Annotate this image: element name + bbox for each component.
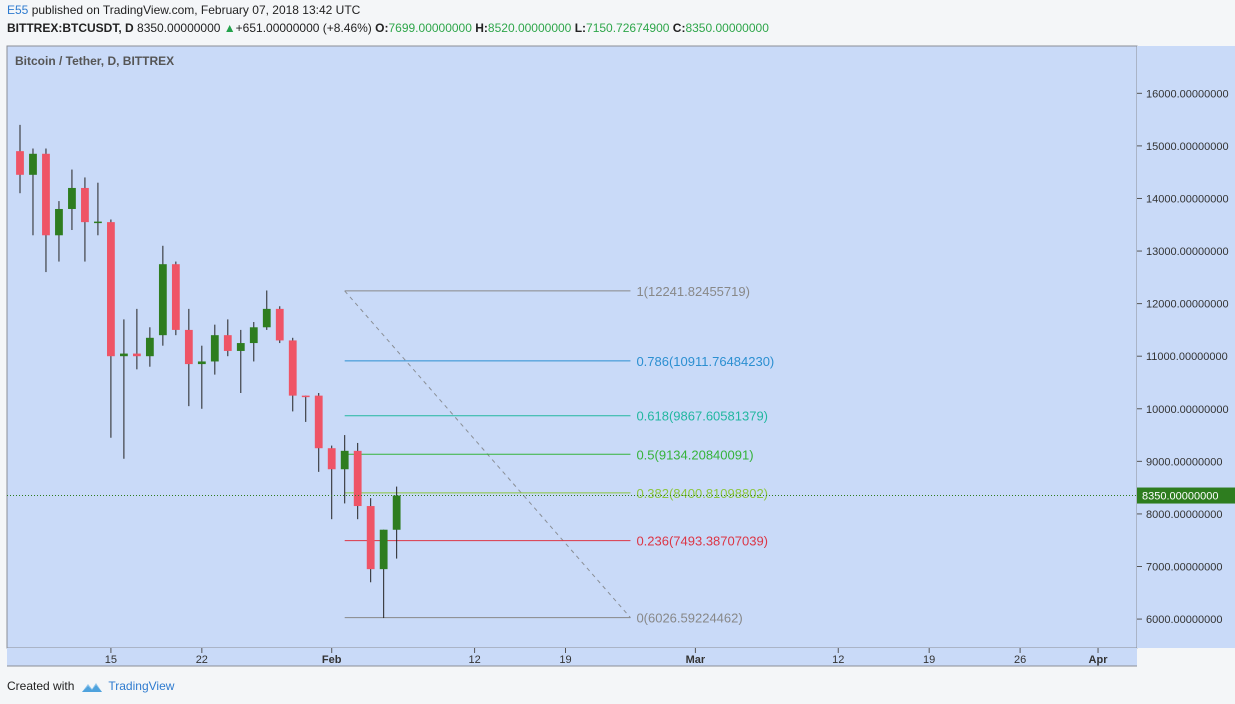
candle-body — [184, 329, 193, 365]
fib-level-label: 1(12241.82455719) — [636, 284, 750, 299]
candle-body — [197, 361, 206, 365]
y-tick-label: 15000.00000000 — [1146, 141, 1229, 153]
candle-body — [223, 335, 232, 351]
candle-body — [353, 450, 362, 507]
last-price-badge — [1137, 487, 1235, 504]
candle-body — [55, 208, 63, 236]
x-tick-label: Apr — [1089, 654, 1109, 666]
publish-info: E55 published on TradingView.com, Februa… — [7, 3, 360, 17]
y-tick-label: 10000.00000000 — [1146, 404, 1229, 416]
candle-body — [145, 337, 154, 357]
chart-title: Bitcoin / Tether, D, BITTREX — [15, 54, 174, 68]
tradingview-logo-icon — [82, 682, 103, 692]
candle-body — [120, 353, 128, 357]
close-label: C: — [672, 21, 686, 35]
x-tick-label: Mar — [686, 654, 706, 666]
y-tick-label: 8000.00000000 — [1146, 509, 1222, 521]
fib-level-label: 0.5(9134.20840091) — [636, 447, 753, 462]
last-price-label: 8350.00000000 — [1142, 491, 1218, 503]
up-arrow-icon: ▲ — [223, 21, 236, 35]
y-tick-label: 9000.00000000 — [1146, 456, 1222, 468]
x-tick-label: 19 — [559, 654, 571, 666]
x-tick-label: 12 — [468, 654, 480, 666]
candle-body — [29, 153, 37, 175]
candle-body — [236, 343, 245, 351]
author-link[interactable]: E55 — [7, 3, 29, 17]
x-tick-label: 19 — [923, 654, 935, 666]
high-label: H: — [475, 21, 488, 35]
candle-body — [107, 222, 115, 357]
candle-body — [42, 153, 50, 236]
open-label: O: — [375, 21, 389, 35]
y-tick-label: 16000.00000000 — [1146, 88, 1229, 100]
y-tick-label: 12000.00000000 — [1146, 299, 1229, 311]
x-tick-label: Feb — [322, 654, 342, 666]
candle-body — [392, 495, 401, 530]
candle-body — [314, 395, 323, 449]
candle-body — [366, 506, 375, 570]
candle-body — [68, 187, 76, 209]
x-tick-label: 15 — [105, 654, 117, 666]
y-tick-label: 7000.00000000 — [1146, 562, 1222, 574]
candle-body — [132, 353, 141, 357]
open-value: 7699.00000000 — [388, 21, 472, 35]
created-with-text: Created with — [7, 679, 75, 693]
candle-body — [288, 340, 297, 396]
fib-level-label: 0.618(9867.60581379) — [636, 409, 768, 424]
candle-body — [94, 221, 102, 224]
y-tick-label: 14000.00000000 — [1146, 193, 1229, 205]
candle-body — [275, 308, 284, 341]
candle-body — [16, 151, 24, 175]
candle-body — [158, 264, 167, 336]
y-tick-label: 13000.00000000 — [1146, 246, 1229, 258]
candle-body — [340, 450, 349, 470]
x-tick-label: 26 — [1014, 654, 1026, 666]
y-tick-label: 6000.00000000 — [1146, 614, 1222, 626]
x-tick-label: 22 — [196, 654, 208, 666]
candle-body — [301, 395, 310, 398]
candle-body — [249, 327, 258, 344]
candle-body — [379, 529, 388, 570]
y-tick-label: 11000.00000000 — [1146, 351, 1228, 363]
tradingview-link[interactable]: TradingView — [108, 679, 175, 693]
fib-level-label: 0.236(7493.38707039) — [636, 534, 768, 549]
candle-body — [327, 448, 336, 470]
candle-body — [262, 308, 271, 328]
x-tick-label: 12 — [832, 654, 844, 666]
fib-level-label: 0.786(10911.76484230) — [636, 354, 774, 369]
close-value: 8350.00000000 — [685, 21, 769, 35]
ohlc-info-bar: BITTREX:BTCUSDT, D 8350.00000000 ▲+651.0… — [7, 21, 769, 35]
time-axis — [7, 648, 1137, 666]
candle-body — [210, 335, 219, 362]
last-price: 8350.00000000 — [137, 21, 221, 35]
low-label: L: — [574, 21, 587, 35]
candle-body — [81, 187, 89, 223]
plot-area — [6, 45, 1138, 649]
low-value: 7150.72674900 — [586, 21, 670, 35]
candle-body — [171, 264, 180, 330]
change-value: +651.00000000 (+8.46%) — [235, 21, 372, 35]
footer: Created with TradingView — [7, 679, 174, 694]
fib-level-label: 0.382(8400.81098802) — [636, 486, 768, 501]
price-axis — [1137, 46, 1235, 648]
symbol-label: BITTREX:BTCUSDT, D — [7, 21, 134, 35]
fib-level-label: 0(6026.59224462) — [636, 611, 742, 626]
high-value: 8520.00000000 — [487, 21, 572, 35]
published-text: published on TradingView.com, February 0… — [28, 3, 361, 17]
